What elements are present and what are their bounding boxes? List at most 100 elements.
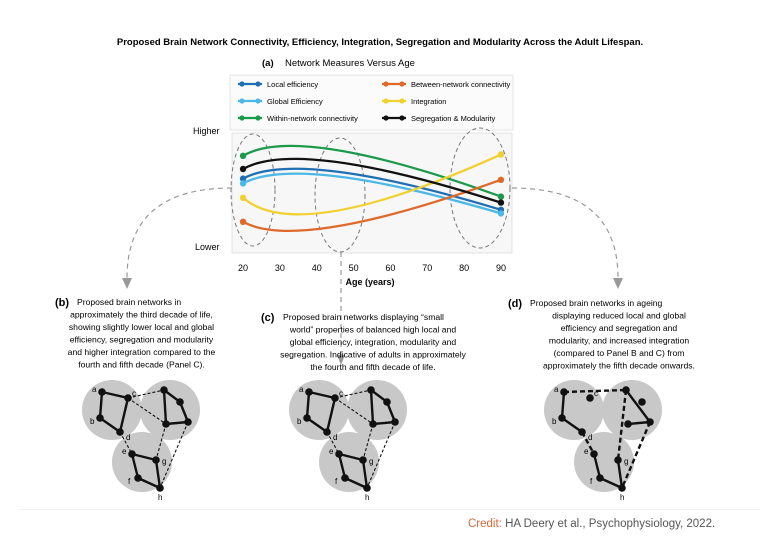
- network-edge-dashed: [563, 388, 627, 394]
- network-module: [602, 380, 662, 440]
- network-edge-dashed: [620, 421, 652, 489]
- network-node: [622, 386, 630, 394]
- panel-a-letter: (a): [262, 58, 274, 69]
- legend-swatch-dot: [399, 81, 405, 87]
- credit-divider: [20, 509, 760, 510]
- network-node: [560, 388, 568, 396]
- network-edge: [162, 389, 168, 425]
- series-lines: [239, 144, 505, 233]
- node-label: b: [297, 417, 302, 426]
- network-node: [303, 414, 311, 422]
- network-node: [305, 388, 313, 396]
- network-edge: [154, 459, 162, 489]
- network-edge-dashed: [155, 423, 167, 461]
- arrowhead-b: [122, 278, 132, 289]
- legend-swatch-dot: [239, 98, 245, 104]
- panel-text-line: (compared to Panel B and C) from: [554, 348, 685, 358]
- network-edge: [99, 417, 121, 433]
- legend-label: Global Efficiency: [267, 97, 323, 106]
- network-diagram-d: a b c de f g h: [544, 380, 662, 502]
- node-label: f: [335, 477, 338, 486]
- legend-swatch-dot: [399, 115, 405, 121]
- panel-letter: (c): [261, 312, 275, 324]
- panel-text-line: displaying reduced local and global: [552, 311, 686, 321]
- credit-line: Credit: HA Deery et al., Psychophysiolog…: [468, 518, 715, 530]
- network-edge-dashed: [334, 397, 374, 425]
- network-node: [331, 394, 339, 402]
- panel-text-line: efficiency and segregation and: [561, 323, 678, 333]
- series-line: [242, 144, 502, 198]
- legend-label: Within-network connectivity: [267, 114, 358, 123]
- network-node: [590, 450, 598, 458]
- network-module: [347, 380, 407, 440]
- network-module: [319, 432, 379, 492]
- legend-swatch-dot: [383, 115, 389, 121]
- network-node: [578, 428, 586, 436]
- panel-letter: (d): [508, 298, 522, 310]
- series-point: [239, 165, 247, 173]
- network-edge-dashed: [362, 423, 374, 461]
- ellipse-middle: [314, 137, 366, 253]
- legend-swatch-dot: [255, 98, 261, 104]
- panel-text-line: approximately the fifth decade onwards.: [543, 361, 695, 371]
- series-point: [239, 152, 247, 159]
- legend-swatch-dot: [239, 115, 245, 121]
- panel-text-line: segregation. Indicative of adults in app…: [280, 350, 467, 360]
- node-label: d: [588, 433, 592, 442]
- panel-a-title: Network Measures Versus Age: [285, 58, 415, 69]
- network-edge: [325, 397, 337, 433]
- node-label: e: [122, 447, 127, 456]
- network-node: [96, 414, 104, 422]
- x-tick-label: 50: [349, 263, 359, 273]
- network-edge: [130, 453, 140, 479]
- node-label: g: [369, 457, 373, 466]
- network-edge-dashed: [159, 421, 189, 489]
- node-label: f: [590, 477, 593, 486]
- network-node: [335, 450, 343, 458]
- figure-title: Proposed Brain Network Connectivity, Eff…: [117, 37, 643, 48]
- network-edge-dashed: [580, 431, 596, 455]
- node-label: c: [594, 389, 598, 398]
- legend-swatch-dot: [383, 98, 389, 104]
- network-edge-dashed: [366, 421, 396, 489]
- series-point: [239, 180, 247, 187]
- panel-text-line: the fourth and fifth decade of life.: [310, 362, 435, 372]
- x-tick-label: 60: [385, 263, 395, 273]
- network-edge: [560, 391, 566, 419]
- panel-text-line: fourth and fifth decade (Panel C).: [78, 360, 205, 370]
- legend-swatch-dot: [383, 81, 389, 87]
- node-label: d: [126, 433, 130, 442]
- arrow-to-panel-d: [511, 187, 619, 279]
- network-node: [363, 484, 371, 492]
- network-node: [184, 418, 192, 426]
- node-label: g: [162, 457, 166, 466]
- node-label: b: [552, 417, 557, 426]
- node-label: h: [158, 493, 162, 502]
- network-edge-dashed: [127, 389, 165, 399]
- network-node: [646, 418, 654, 426]
- network-node: [124, 394, 132, 402]
- network-edge-dashed: [119, 431, 133, 455]
- legend: Local efficiency Global Efficiency Within-…: [238, 80, 510, 123]
- network-edge: [118, 397, 130, 433]
- series-point: [497, 176, 505, 183]
- arrow-to-panel-b: [126, 187, 233, 279]
- network-node: [624, 420, 632, 428]
- network-diagram-b: a b c de f g h: [82, 380, 200, 502]
- series-point: [497, 210, 505, 217]
- x-tick-label: 40: [312, 263, 322, 273]
- network-node: [391, 418, 399, 426]
- network-node: [367, 386, 375, 394]
- panel-text-line: and higher integration compared to the: [68, 347, 216, 357]
- panel-text-line: approximately the third decade of life,: [70, 310, 213, 320]
- network-edge: [338, 452, 364, 462]
- network-node: [323, 428, 331, 436]
- network-node: [128, 450, 136, 458]
- legend-swatch-dot: [239, 81, 245, 87]
- x-axis-label: Age (years): [345, 277, 394, 287]
- arrowhead-c: [337, 355, 345, 365]
- panel-text-line: world” properties of balanced high local…: [289, 325, 456, 335]
- series-line: [242, 178, 502, 233]
- legend-box: [229, 74, 514, 131]
